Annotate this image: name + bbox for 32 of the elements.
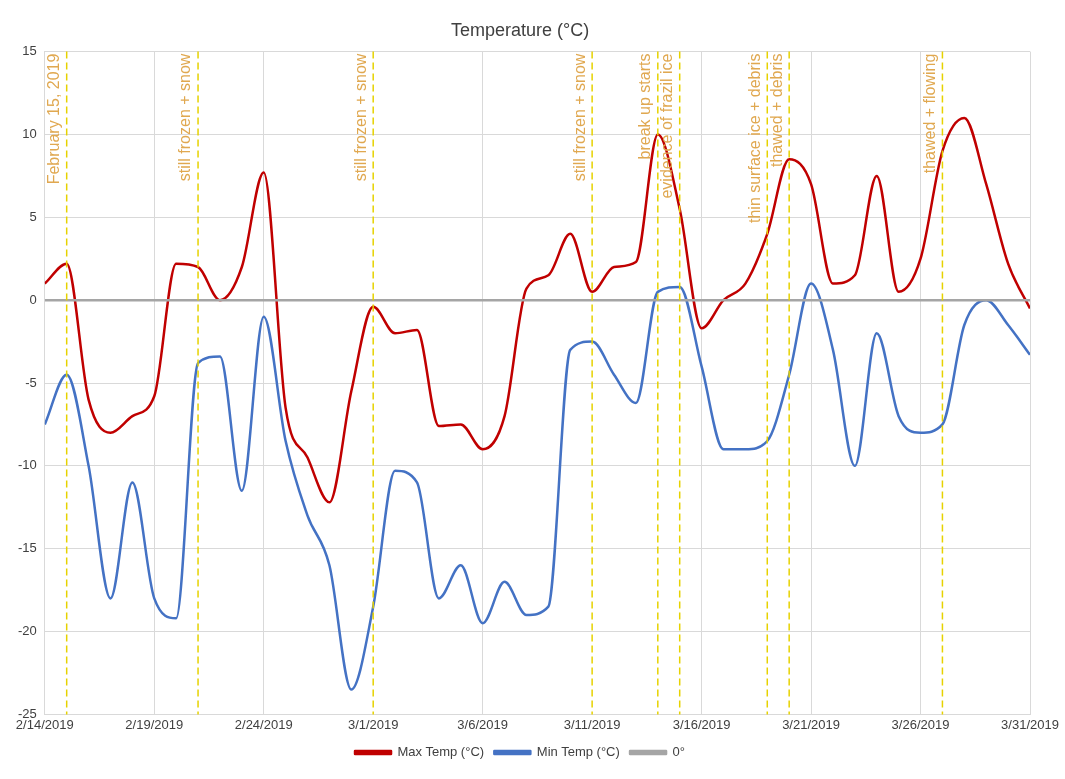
ref-line-label: thawed + flowing (920, 53, 938, 174)
ref-line-label: thin surface ice + debris (745, 53, 763, 224)
x-tick-label: 3/16/2019 (672, 716, 731, 732)
x-tick-label: 3/31/2019 (1001, 716, 1059, 732)
line-series (44, 282, 1030, 691)
y-tick-label: 10 (22, 126, 37, 142)
x-tick-label: 3/11/2019 (563, 716, 621, 732)
x-tick-label: 2/19/2019 (125, 716, 184, 732)
y-tick-label: -20 (17, 623, 37, 639)
x-tick-label: 3/26/2019 (891, 716, 950, 732)
legend-label: Min Temp (°C) (536, 744, 620, 760)
y-tick-label: 5 (29, 208, 37, 224)
ref-line-label: February 15, 2019 (45, 53, 63, 185)
x-tick-label: 2/24/2019 (234, 716, 293, 732)
y-tick-label: 15 (22, 43, 37, 59)
x-tick-label: 3/6/2019 (457, 716, 508, 732)
legend-label: Max Temp (°C) (397, 744, 485, 760)
y-tick-label: 0 (29, 291, 37, 307)
chart-title: Temperature (°C) (450, 19, 590, 40)
legend-label: 0° (672, 744, 685, 760)
ref-line-label: still frozen + snow (570, 53, 588, 182)
ref-line-label: still frozen + snow (351, 53, 369, 182)
ref-line-label: evidence of frazil ice (658, 53, 676, 199)
y-tick-label: -15 (17, 540, 37, 556)
x-tick-label: 3/21/2019 (782, 716, 840, 732)
y-tick-label: -5 (25, 374, 37, 390)
ref-line-label: thawed + debris (767, 53, 785, 168)
y-tick-label: -25 (17, 705, 37, 721)
ref-line-label: still frozen + snow (176, 53, 194, 182)
y-tick-label: -10 (17, 457, 37, 473)
ref-line-label: break up starts (636, 53, 654, 160)
x-tick-label: 3/1/2019 (347, 716, 399, 732)
